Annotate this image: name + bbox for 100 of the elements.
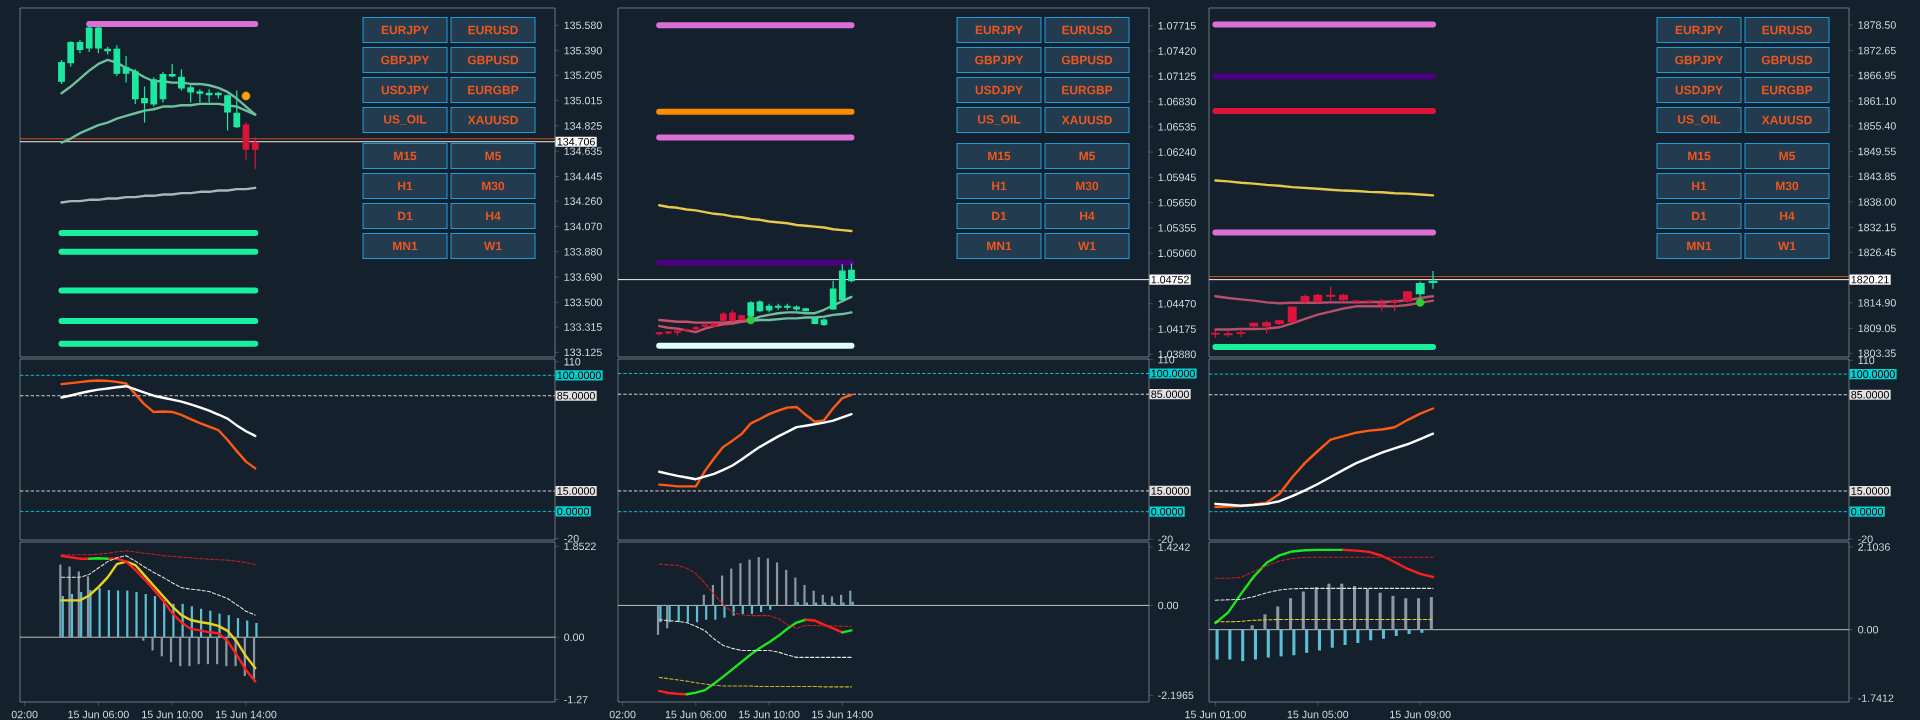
y-tick-label: 133.315: [564, 323, 602, 331]
x-tick-label: 15 Jun 06:00: [665, 710, 727, 719]
annotation: XAUUSD: [1061, 115, 1112, 125]
y-tick-label: 1809.05: [1858, 324, 1896, 333]
annotation: GBPJPY: [975, 55, 1024, 65]
annotation: EURJPY: [975, 25, 1023, 35]
y-tick-label: -1.27: [564, 695, 588, 704]
y-tick-label: 1826.45: [1858, 248, 1896, 257]
annotation: H4: [1780, 211, 1795, 221]
y-tick-label: 1.06830: [1158, 97, 1196, 106]
annotation: EURJPY: [381, 25, 429, 35]
annotation: EURUSD: [1762, 25, 1812, 35]
annotation: D1: [992, 211, 1007, 221]
y-tick-label: 133.880: [564, 247, 602, 256]
y-tick-label: 1.07125: [1158, 72, 1196, 81]
y-tick-label: 1.04470: [1158, 300, 1196, 308]
annotation: M30: [1776, 181, 1799, 191]
annotation: EURGBP: [1062, 85, 1113, 95]
y-tick-label: -20: [1858, 535, 1873, 543]
annotation: GBPUSD: [467, 55, 519, 65]
y-tick-label: 1861.10: [1858, 97, 1896, 105]
annotation: USDJPY: [975, 85, 1023, 95]
ref-line-label: 100.0000: [557, 371, 601, 380]
annotation: XAUUSD: [1761, 115, 1812, 125]
y-tick-label: 1878.50: [1858, 21, 1896, 29]
x-tick-label: 15 Jun 05:00: [1287, 710, 1349, 719]
y-tick-label: 1.4242: [1158, 543, 1190, 551]
y-tick-label: 1.06240: [1158, 148, 1196, 156]
annotation: M30: [1076, 181, 1099, 191]
annotation: MN1: [1687, 241, 1712, 251]
ref-line-label: 134.706: [557, 137, 595, 146]
y-tick-label: 110: [564, 357, 581, 366]
annotation: US_OIL: [978, 115, 1021, 125]
y-tick-label: 1.06535: [1158, 123, 1196, 131]
x-tick-label: 02:00: [11, 710, 38, 719]
y-tick-label: 1843.85: [1858, 172, 1896, 181]
y-tick-label: 2.1036: [1858, 543, 1890, 551]
y-tick-label: 1.05945: [1158, 173, 1196, 182]
annotation: EURJPY: [1675, 25, 1723, 35]
x-tick-label: 15 Jun 09:00: [1390, 710, 1451, 719]
ref-line-label: 85.0000: [1151, 390, 1189, 398]
y-tick-label: 1.04175: [1158, 325, 1196, 333]
y-tick-label: 133.500: [564, 298, 602, 307]
y-tick-label: 0.00: [1858, 625, 1879, 634]
y-tick-label: 135.205: [564, 71, 602, 80]
x-tick-label: 15 Jun 10:00: [142, 710, 203, 719]
y-tick-label: 1.05355: [1158, 224, 1196, 232]
annotation: M5: [1779, 151, 1796, 161]
y-tick-label: 1.07420: [1158, 47, 1196, 55]
annotation: EURGBP: [468, 85, 519, 95]
ref-line-label: 0.0000: [1851, 507, 1884, 516]
annotation: USDJPY: [381, 85, 429, 95]
ref-line-label: 15.0000: [1151, 487, 1189, 495]
y-tick-label: 0.00: [564, 633, 585, 641]
annotation: EURUSD: [468, 25, 518, 35]
y-tick-label: 1872.65: [1858, 46, 1896, 55]
ref-line-label: 15.0000: [1851, 487, 1889, 495]
y-tick-label: 134.445: [564, 172, 602, 181]
y-tick-label: 0.00: [1158, 601, 1179, 610]
y-tick-label: -1.7412: [1858, 694, 1894, 702]
y-tick-label: 133.125: [564, 348, 602, 357]
ref-line-label: 0.0000: [1151, 507, 1184, 516]
annotation: M5: [485, 151, 502, 161]
y-tick-label: 1.07715: [1158, 21, 1196, 30]
annotation: GBPJPY: [381, 55, 430, 65]
y-tick-label: -2.1965: [1158, 691, 1194, 700]
annotation: USDJPY: [1675, 85, 1723, 95]
y-tick-label: 135.015: [564, 96, 602, 105]
y-tick-label: 1832.15: [1858, 223, 1896, 232]
annotation: W1: [484, 241, 502, 251]
y-tick-label: 134.070: [564, 222, 602, 231]
ref-line-label: 1.04752: [1151, 275, 1189, 284]
annotation: M15: [988, 151, 1011, 161]
ref-line-label: 100.0000: [1151, 369, 1195, 378]
x-tick-label: 15 Jun 01:00: [1185, 710, 1246, 719]
ref-line-label: 100.0000: [1851, 370, 1895, 378]
annotation: M15: [1688, 151, 1711, 161]
y-tick-label: 1814.90: [1858, 299, 1896, 307]
ref-line-label: 15.0000: [557, 487, 595, 495]
y-tick-label: 110: [1858, 356, 1875, 365]
x-tick-label: 15 Jun 10:00: [739, 710, 800, 719]
y-tick-label: 1849.55: [1858, 147, 1896, 156]
ref-line-label: 85.0000: [557, 391, 595, 400]
annotation: US_OIL: [384, 115, 427, 125]
y-tick-label: -20: [564, 534, 579, 543]
ref-line-label: 85.0000: [1851, 390, 1889, 399]
y-tick-label: 1803.35: [1858, 349, 1896, 358]
y-tick-label: 1.05060: [1158, 249, 1196, 257]
annotation: H1: [398, 181, 413, 191]
x-tick-label: 15 Jun 06:00: [68, 710, 129, 719]
y-tick-label: 135.390: [564, 46, 602, 55]
annotation: M5: [1079, 151, 1096, 161]
x-tick-label: 15 Jun 14:00: [812, 710, 873, 719]
annotation: EURUSD: [1062, 25, 1112, 35]
annotation: M30: [482, 181, 505, 191]
y-tick-label: 133.690: [564, 273, 602, 281]
ref-line-label: 1820.21: [1851, 275, 1889, 284]
annotation: GBPJPY: [1675, 55, 1724, 65]
annotation: H4: [486, 211, 501, 221]
annotation: US_OIL: [1678, 115, 1721, 125]
